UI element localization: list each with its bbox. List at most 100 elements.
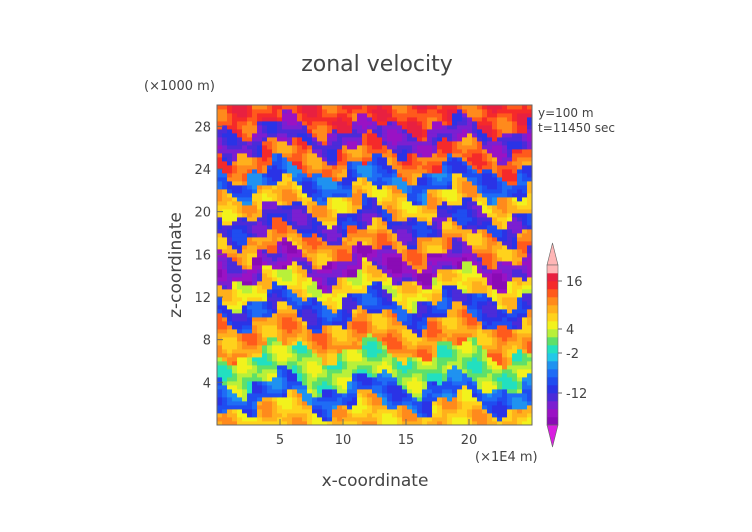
- heatmap-cell: [422, 209, 428, 214]
- heatmap-cell: [342, 121, 348, 126]
- heatmap-cell: [217, 297, 223, 302]
- heatmap-cell: [417, 297, 423, 302]
- heatmap-cell: [517, 313, 523, 318]
- heatmap-cell: [357, 197, 363, 202]
- heatmap-cell: [357, 117, 363, 122]
- heatmap-cell: [277, 189, 283, 194]
- heatmap-cell: [382, 289, 388, 294]
- heatmap-cell: [417, 149, 423, 154]
- heatmap-cell: [272, 273, 278, 278]
- heatmap-cell: [452, 237, 458, 242]
- heatmap-cell: [237, 277, 243, 282]
- heatmap-cell: [297, 297, 303, 302]
- heatmap-cell: [372, 321, 378, 326]
- heatmap-cell: [372, 397, 378, 402]
- heatmap-cell: [317, 301, 323, 306]
- heatmap-cell: [422, 289, 428, 294]
- heatmap-cell: [427, 269, 433, 274]
- heatmap-cell: [272, 121, 278, 126]
- heatmap-cell: [282, 145, 288, 150]
- heatmap-cell: [347, 209, 353, 214]
- heatmap-cell: [362, 421, 368, 426]
- heatmap-cell: [312, 237, 318, 242]
- heatmap-cell: [412, 213, 418, 218]
- heatmap-cell: [507, 137, 513, 142]
- heatmap-cell: [287, 269, 293, 274]
- heatmap-cell: [527, 121, 533, 126]
- heatmap-cell: [447, 149, 453, 154]
- heatmap-cell: [377, 245, 383, 250]
- heatmap-cell: [372, 221, 378, 226]
- heatmap-cell: [337, 389, 343, 394]
- heatmap-cell: [252, 353, 258, 358]
- heatmap-cell: [512, 377, 518, 382]
- heatmap-cell: [242, 201, 248, 206]
- heatmap-cell: [397, 137, 403, 142]
- heatmap-cell: [422, 117, 428, 122]
- heatmap-cell: [487, 337, 493, 342]
- heatmap-cell: [237, 229, 243, 234]
- heatmap-cell: [522, 385, 528, 390]
- heatmap-cell: [307, 125, 313, 130]
- heatmap-cell: [477, 413, 483, 418]
- heatmap-cell: [232, 169, 238, 174]
- heatmap-cell: [272, 401, 278, 406]
- heatmap-cell: [292, 173, 298, 178]
- heatmap-cell: [397, 309, 403, 314]
- heatmap-cell: [407, 365, 413, 370]
- heatmap-cell: [272, 249, 278, 254]
- heatmap-cell: [417, 369, 423, 374]
- heatmap-cell: [407, 381, 413, 386]
- heatmap-cell: [472, 169, 478, 174]
- heatmap-cell: [447, 125, 453, 130]
- heatmap-cell: [362, 137, 368, 142]
- heatmap-cell: [522, 257, 528, 262]
- heatmap-cell: [227, 409, 233, 414]
- heatmap-cell: [292, 113, 298, 118]
- heatmap-cell: [312, 181, 318, 186]
- heatmap-cell: [267, 345, 273, 350]
- heatmap-cell: [527, 209, 533, 214]
- heatmap-cell: [492, 201, 498, 206]
- heatmap-cell: [472, 385, 478, 390]
- heatmap-cell: [417, 157, 423, 162]
- heatmap-cell: [447, 229, 453, 234]
- heatmap-cell: [497, 209, 503, 214]
- heatmap-cell: [242, 241, 248, 246]
- heatmap-cell: [287, 397, 293, 402]
- heatmap-cell: [477, 281, 483, 286]
- heatmap-cell: [272, 125, 278, 130]
- heatmap-cell: [397, 373, 403, 378]
- heatmap-cell: [327, 325, 333, 330]
- heatmap-cell: [377, 293, 383, 298]
- heatmap-cell: [492, 157, 498, 162]
- heatmap-cell: [387, 149, 393, 154]
- heatmap-cell: [222, 213, 228, 218]
- heatmap-cell: [252, 225, 258, 230]
- heatmap-cell: [367, 349, 373, 354]
- heatmap-cell: [507, 185, 513, 190]
- heatmap-cell: [362, 249, 368, 254]
- heatmap-cell: [422, 337, 428, 342]
- heatmap-cell: [272, 113, 278, 118]
- heatmap-cell: [247, 153, 253, 158]
- heatmap-cell: [387, 221, 393, 226]
- heatmap-cell: [287, 417, 293, 422]
- heatmap-cell: [272, 341, 278, 346]
- heatmap-cell: [257, 225, 263, 230]
- heatmap-cell: [397, 345, 403, 350]
- heatmap-cell: [242, 137, 248, 142]
- heatmap-cell: [382, 349, 388, 354]
- heatmap-cell: [287, 289, 293, 294]
- heatmap-cell: [522, 217, 528, 222]
- heatmap-cell: [327, 133, 333, 138]
- heatmap-cell: [512, 229, 518, 234]
- heatmap-cell: [277, 337, 283, 342]
- heatmap-cell: [267, 341, 273, 346]
- heatmap-cell: [217, 301, 223, 306]
- heatmap-cell: [317, 277, 323, 282]
- heatmap-cell: [257, 417, 263, 422]
- heatmap-cell: [482, 313, 488, 318]
- heatmap-cell: [337, 145, 343, 150]
- heatmap-cell: [262, 269, 268, 274]
